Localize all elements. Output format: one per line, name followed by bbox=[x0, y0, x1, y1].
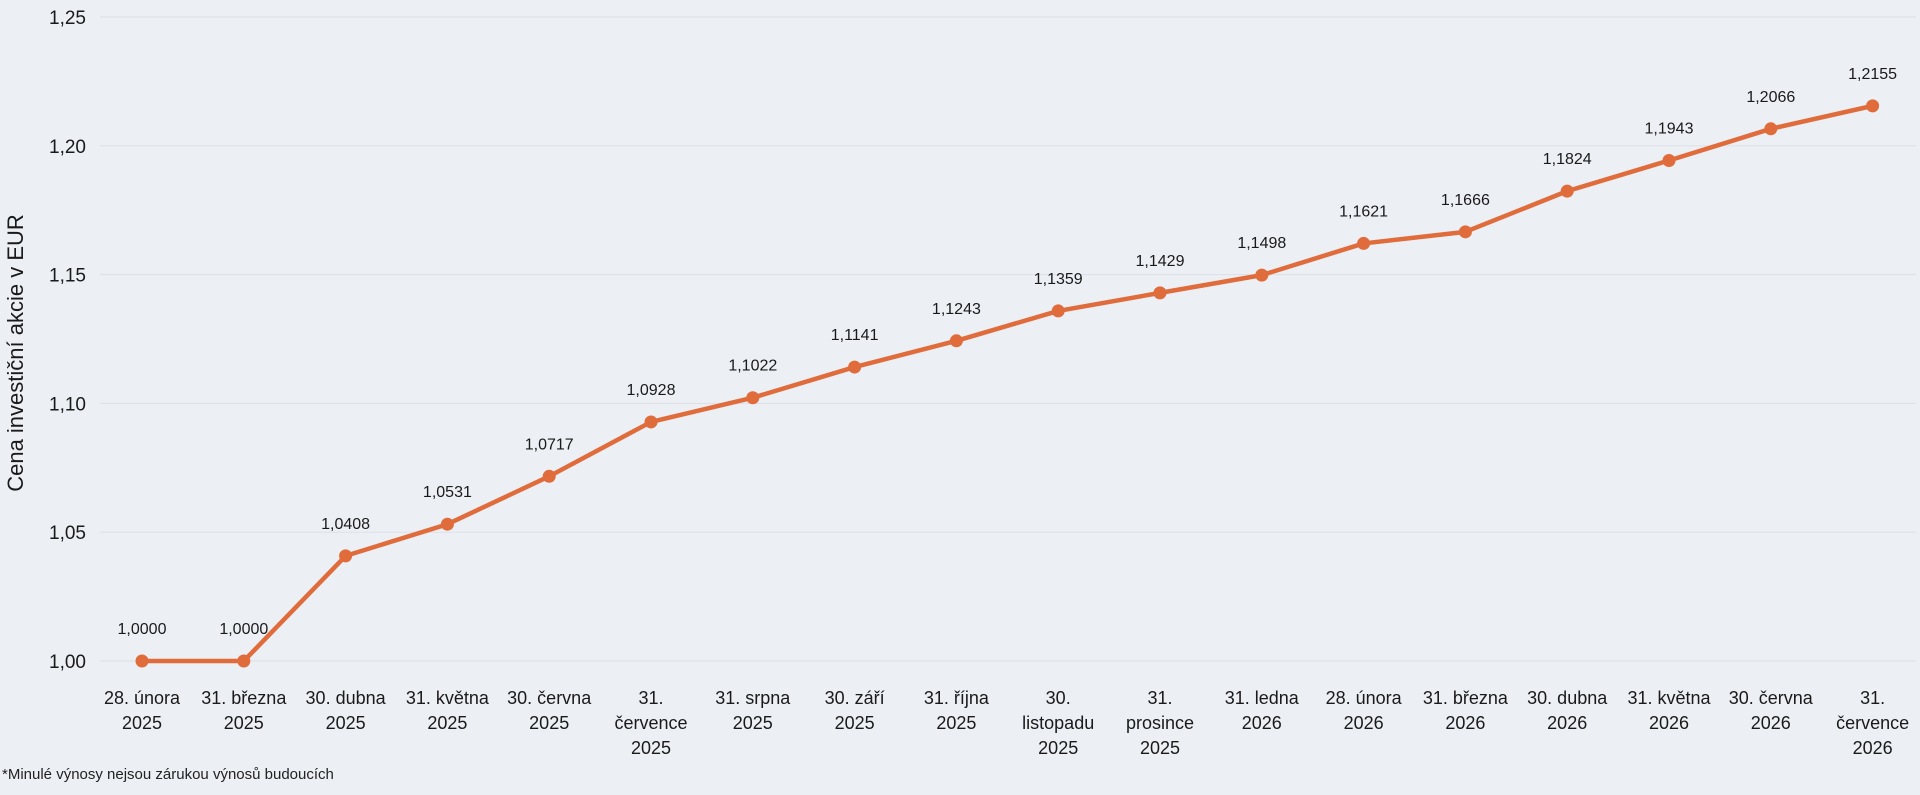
data-point bbox=[440, 517, 454, 531]
data-point bbox=[542, 469, 556, 483]
series-price bbox=[135, 99, 1880, 668]
data-label: 1,1141 bbox=[831, 327, 879, 344]
footnote: *Minulé výnosy nejsou zárukou výnosů bud… bbox=[2, 766, 334, 783]
x-tick-label: 30. dubna 2025 bbox=[306, 688, 387, 733]
x-tick-label: 28. února 2025 bbox=[104, 688, 181, 733]
data-label: 1,1943 bbox=[1645, 120, 1694, 137]
y-tick-labels: 1,00 1,05 1,10 1,15 1,20 1,25 bbox=[49, 8, 86, 673]
data-point bbox=[1357, 236, 1371, 250]
x-tick-label: 31. října 2025 bbox=[924, 688, 990, 733]
data-label: 1,0408 bbox=[321, 516, 370, 533]
data-point bbox=[1662, 153, 1676, 167]
x-tick-label: 31. ledna 2026 bbox=[1225, 688, 1300, 733]
data-label: 1,1359 bbox=[1034, 271, 1083, 288]
data-label: 1,0000 bbox=[118, 621, 167, 638]
grid-layer bbox=[100, 16, 1916, 662]
data-label: 1,2155 bbox=[1848, 66, 1897, 83]
x-tick-label: 31. března 2026 bbox=[1423, 688, 1509, 733]
series-line bbox=[139, 103, 1875, 664]
y-axis-title: Cena investiční akcie v EUR bbox=[3, 214, 28, 492]
data-label: 1,0000 bbox=[219, 621, 268, 638]
data-point bbox=[746, 391, 760, 405]
data-point bbox=[1153, 286, 1167, 300]
x-tick-label: 31. července 2026 bbox=[1836, 688, 1909, 758]
x-tick-label: 31. března 2025 bbox=[201, 688, 287, 733]
data-point bbox=[1560, 184, 1574, 198]
data-point bbox=[135, 654, 149, 668]
x-tick-label: 30. dubna 2026 bbox=[1527, 688, 1608, 733]
y-tick-label: 1,00 bbox=[49, 652, 86, 673]
x-tick-label: 31. července 2025 bbox=[614, 688, 687, 758]
data-label: 1,0928 bbox=[627, 382, 676, 399]
data-label: 1,1243 bbox=[932, 301, 981, 318]
data-point bbox=[949, 334, 963, 348]
data-point bbox=[1458, 225, 1472, 239]
y-tick-label: 1,25 bbox=[49, 8, 86, 29]
y-axis-title-group: Cena investiční akcie v EUR bbox=[3, 214, 28, 492]
data-point bbox=[1866, 99, 1880, 113]
x-tick-label: 30. září 2025 bbox=[825, 688, 885, 733]
data-label: 1,1498 bbox=[1237, 235, 1286, 252]
y-tick-label: 1,20 bbox=[49, 137, 86, 158]
x-tick-label: 30. června 2026 bbox=[1729, 688, 1814, 733]
data-point bbox=[848, 360, 862, 374]
data-point bbox=[237, 654, 251, 668]
y-tick-label: 1,15 bbox=[49, 266, 86, 287]
x-tick-label: 30. listopadu 2025 bbox=[1022, 688, 1094, 758]
y-tick-label: 1,05 bbox=[49, 523, 86, 544]
x-tick-label: 31. května 2026 bbox=[1627, 688, 1711, 733]
data-label: 1,1022 bbox=[728, 358, 777, 375]
data-point bbox=[1764, 122, 1778, 136]
x-tick-label: 30. června 2025 bbox=[507, 688, 592, 733]
data-label: 1,0531 bbox=[423, 484, 472, 501]
data-label: 1,1429 bbox=[1136, 253, 1185, 270]
x-tick-labels: 28. února 2025 31. března 2025 30. dubna 2025… bbox=[104, 688, 1909, 758]
data-point bbox=[1051, 304, 1065, 318]
data-label: 1,1824 bbox=[1543, 151, 1592, 168]
y-tick-label: 1,10 bbox=[49, 394, 86, 415]
x-tick-label: 31. srpna 2025 bbox=[715, 688, 791, 733]
x-tick-label: 28. února 2026 bbox=[1326, 688, 1403, 733]
data-point bbox=[644, 415, 658, 429]
data-point bbox=[1255, 268, 1269, 282]
data-labels: 1,0000 1,0000 1,0408 1,0531 1,0717 1,0928 1,10… bbox=[118, 66, 1898, 638]
data-label: 1,1621 bbox=[1339, 203, 1388, 220]
data-label: 1,1666 bbox=[1441, 192, 1490, 209]
data-label: 1,0717 bbox=[525, 436, 574, 453]
x-tick-label: 31. prosince 2025 bbox=[1126, 688, 1194, 758]
x-tick-label: 31. května 2025 bbox=[406, 688, 490, 733]
data-label: 1,2066 bbox=[1746, 89, 1795, 106]
data-point bbox=[339, 549, 353, 563]
